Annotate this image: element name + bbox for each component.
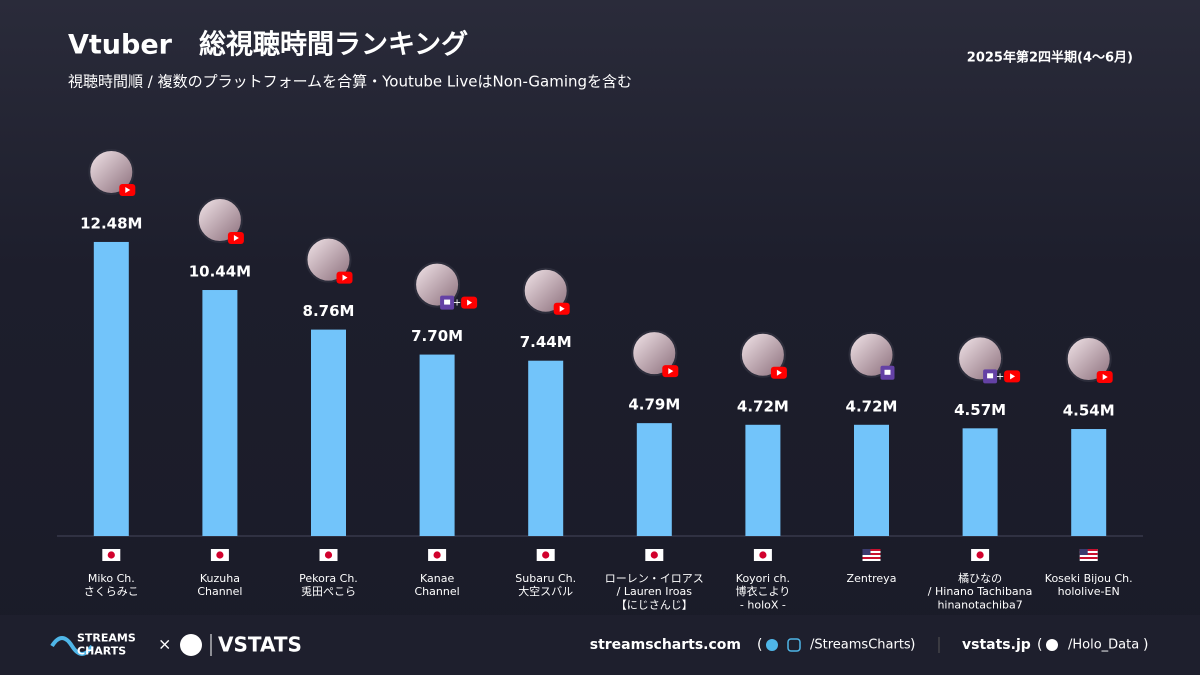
bar (311, 329, 346, 536)
x-tick-label: 橘ひなの/ Hinano Tachibana hinanotachiba7 (928, 572, 1033, 611)
flag-disc (542, 551, 550, 559)
flag-disc (650, 551, 658, 559)
twitch-glyph (444, 299, 451, 305)
youtube-play (233, 235, 239, 242)
twitch-glyph (884, 369, 891, 375)
bar (745, 424, 781, 536)
flag-canton (862, 549, 871, 555)
flag-stripe (1079, 557, 1098, 559)
vstats-logo (180, 634, 202, 656)
x-tick-label: Koseki Bijou Ch. hololive-EN (1045, 572, 1133, 598)
twitter-icon (1046, 639, 1058, 651)
value-label: 4.72M (737, 397, 789, 415)
value-label: 12.48M (80, 214, 142, 232)
value-label: 4.79M (628, 396, 680, 414)
streams-logo (50, 636, 94, 656)
value-label: 4.57M (954, 401, 1006, 419)
footer: STREAMS CHARTS × VSTATS streamscharts.com… (50, 631, 1148, 658)
value-label: 4.54M (1063, 402, 1115, 420)
bar (854, 424, 889, 536)
flag-stripe (1079, 553, 1098, 555)
flag-stripe (862, 553, 881, 555)
paren: ( (1037, 637, 1042, 653)
bar (962, 428, 998, 536)
bar (202, 290, 238, 536)
value-label: 8.76M (303, 302, 355, 320)
flag-disc (216, 551, 224, 559)
value-label: 7.70M (411, 327, 463, 345)
x-tick-label: Subaru Ch.大空スバル (515, 572, 576, 598)
x-tick-label: Koyori ch.博衣こより- holoX - (736, 572, 791, 611)
flag-disc (759, 551, 767, 559)
value-label: 7.44M (520, 333, 572, 351)
paren: ( (757, 637, 762, 653)
flag-disc (324, 551, 333, 559)
avatar (305, 236, 352, 283)
flag-stripe (862, 549, 881, 551)
handle[interactable]: /Holo_Data (1068, 638, 1139, 653)
youtube-play (776, 369, 782, 376)
youtube-play (342, 274, 348, 281)
handle[interactable]: /StreamsCharts (810, 638, 911, 653)
brand-vstats: VSTATS (218, 633, 302, 657)
x-tick-label: ローレン・イロアス/ Lauren Iroas 【にじさんじ】 (605, 572, 704, 611)
bar (1071, 429, 1107, 536)
avatar (739, 331, 786, 378)
chart-subtitle: 視聴時間順 / 複数のプラットフォームを合算・Youtube LiveはNon-… (68, 73, 632, 91)
x-tick-label: Miko Ch.さくらみこ (84, 572, 139, 598)
bar (93, 241, 129, 536)
flag-disc (433, 551, 441, 559)
youtube-play (1010, 373, 1016, 380)
site-link[interactable]: streamscharts.com (590, 637, 741, 653)
paren: ) (910, 637, 915, 653)
paren: ) (1143, 637, 1148, 653)
avatar (522, 267, 569, 314)
flag-disc (976, 551, 984, 559)
instagram-icon (787, 638, 801, 652)
times: × (158, 635, 171, 654)
youtube-play (125, 186, 131, 193)
twitter-icon (766, 639, 778, 651)
site-link[interactable]: vstats.jp (962, 637, 1031, 653)
value-label: 4.72M (846, 397, 898, 415)
youtube-play (559, 305, 565, 312)
brand-streamscharts: STREAMS CHARTS (77, 631, 136, 657)
plus: + (996, 371, 1004, 382)
chart-title: Vtuber 総視聴時間ランキング (68, 29, 468, 61)
flag-disc (107, 551, 115, 559)
flag-stripe (862, 557, 881, 559)
youtube-play (1102, 374, 1108, 381)
avatar (88, 148, 135, 195)
avatar (1065, 336, 1112, 383)
youtube-play (668, 368, 674, 375)
avatar (631, 330, 678, 377)
x-tick-label: Kuzuha Channel (197, 572, 242, 598)
twitch-glyph (987, 373, 994, 379)
avatar (196, 197, 243, 244)
bar (528, 360, 564, 536)
flag-stripe (1079, 549, 1098, 551)
bar (419, 354, 455, 536)
value-label: 10.44M (189, 263, 251, 281)
x-tick-label: Kanae Channel (415, 572, 460, 598)
x-tick-label: Zentreya (847, 572, 897, 585)
flag-canton (1079, 549, 1088, 555)
youtube-play (467, 299, 473, 306)
plus: + (453, 298, 461, 309)
bar (636, 423, 672, 536)
x-tick-label: Pekora Ch.兎田ぺこら (299, 572, 358, 598)
period: 2025年第2四半期(4〜6月) (967, 50, 1133, 66)
